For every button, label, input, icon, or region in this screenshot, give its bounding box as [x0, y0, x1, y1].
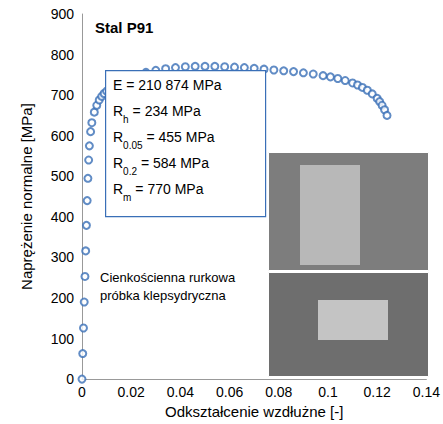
- svg-text:h: h: [123, 113, 129, 125]
- svg-text:300: 300: [51, 249, 75, 265]
- svg-text:0.1: 0.1: [318, 384, 338, 400]
- svg-text:próbka klepsydryczna: próbka klepsydryczna: [100, 288, 226, 303]
- svg-text:0.05: 0.05: [123, 140, 143, 151]
- svg-text:400: 400: [51, 209, 75, 225]
- svg-text:= 455 MPa: = 455 MPa: [143, 129, 215, 145]
- svg-text:0: 0: [66, 371, 74, 387]
- svg-text:R: R: [113, 103, 123, 119]
- svg-text:Cienkościenna rurkowa: Cienkościenna rurkowa: [100, 270, 239, 285]
- svg-text:R: R: [113, 155, 123, 171]
- svg-text:0.14: 0.14: [413, 384, 440, 400]
- svg-text:100: 100: [51, 331, 75, 347]
- svg-text:800: 800: [51, 47, 75, 63]
- svg-text:Stal P91: Stal P91: [95, 19, 153, 36]
- svg-text:= 584 MPa: = 584 MPa: [137, 155, 209, 171]
- svg-text:0.06: 0.06: [216, 384, 243, 400]
- svg-text:600: 600: [51, 128, 75, 144]
- svg-text:= 210 874 MPa: = 210 874 MPa: [122, 77, 221, 93]
- svg-text:0.2: 0.2: [123, 166, 137, 177]
- svg-text:R: R: [113, 129, 123, 145]
- svg-text:700: 700: [51, 87, 75, 103]
- svg-text:0.08: 0.08: [265, 384, 292, 400]
- svg-text:Odkształcenie wzdłużne [-]: Odkształcenie wzdłużne [-]: [165, 403, 343, 420]
- svg-text:0.04: 0.04: [167, 384, 194, 400]
- svg-text:m: m: [123, 192, 131, 203]
- svg-text:E: E: [113, 77, 122, 93]
- svg-text:Naprężenie normalne [MPa]: Naprężenie normalne [MPa]: [18, 103, 35, 290]
- svg-text:500: 500: [51, 168, 75, 184]
- svg-text:R: R: [113, 181, 123, 197]
- svg-text:= 770 MPa: = 770 MPa: [131, 181, 203, 197]
- svg-text:0: 0: [78, 384, 86, 400]
- svg-text:200: 200: [51, 290, 75, 306]
- svg-text:0.02: 0.02: [118, 384, 145, 400]
- svg-text:= 234 MPa: = 234 MPa: [129, 103, 201, 119]
- svg-text:0.12: 0.12: [364, 384, 391, 400]
- svg-text:900: 900: [51, 6, 75, 22]
